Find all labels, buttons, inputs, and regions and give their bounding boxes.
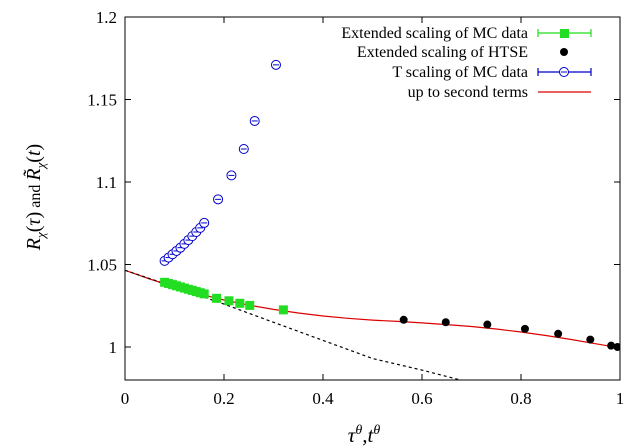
htse-point xyxy=(483,320,492,329)
data-points xyxy=(159,59,620,351)
x-tick-label: 0.4 xyxy=(312,389,334,408)
fit-curves xyxy=(125,269,620,380)
x-tick-label: 0.8 xyxy=(510,389,531,408)
y-tick-label: 1.05 xyxy=(87,256,117,275)
y-tick-label: 1.2 xyxy=(96,8,117,27)
htse-point xyxy=(607,341,616,350)
mc-extended-point xyxy=(245,300,255,310)
legend-label-htse: Extended scaling of HTSE xyxy=(357,44,528,61)
mc-extended-point xyxy=(278,305,288,315)
legend-marker-open-circle xyxy=(537,67,592,77)
mc-extended-point xyxy=(235,298,245,308)
legend-label-second-terms: up to second terms xyxy=(408,84,528,101)
t-scaling-point xyxy=(199,217,210,228)
y-tick-label: 1 xyxy=(109,338,118,357)
legend-marker-filled-square xyxy=(537,29,592,38)
t-scaling-point xyxy=(249,115,260,126)
t-scaling-point xyxy=(270,59,281,70)
mc-extended-point xyxy=(212,293,222,303)
legend-label-mc-extended: Extended scaling of MC data xyxy=(341,25,528,42)
legend-label-t-scaling: T scaling of MC data xyxy=(392,64,528,81)
htse-point xyxy=(399,315,408,324)
htse-point xyxy=(586,335,595,344)
legend-marker-filled-circle xyxy=(560,48,568,56)
second-terms-curve xyxy=(125,269,620,349)
t-scaling-point xyxy=(238,144,249,154)
t-scaling-point xyxy=(213,194,224,205)
t-scaling-point xyxy=(226,170,237,181)
y-tick-label: 1.15 xyxy=(87,91,117,110)
x-tick-label: 0 xyxy=(121,389,130,408)
axis-ticks: 0 0.2 0.4 0.6 0.8 1 1 1.05 1.1 1.15 1.2 xyxy=(87,8,624,408)
y-axis-title: Rχ(τ) and R̃χ(t) xyxy=(22,144,48,251)
htse-point xyxy=(441,318,450,327)
y-tick-label: 1.1 xyxy=(96,173,117,192)
htse-point xyxy=(554,329,563,338)
htse-point xyxy=(613,343,620,351)
legend: Extended scaling of MC data Extended sca… xyxy=(341,25,592,101)
svg-text:Rχ(τ) and R̃χ(t): Rχ(τ) and R̃χ(t) xyxy=(22,144,48,251)
plot-frame xyxy=(124,16,621,381)
htse-point xyxy=(520,324,529,333)
mc-extended-point xyxy=(224,296,234,306)
x-axis-title: τθ,tθ xyxy=(348,423,381,447)
x-tick-label: 0.2 xyxy=(213,389,234,408)
x-tick-label: 0.6 xyxy=(411,389,432,408)
mc-extended-point xyxy=(199,289,209,299)
x-tick-label: 1 xyxy=(616,389,625,408)
